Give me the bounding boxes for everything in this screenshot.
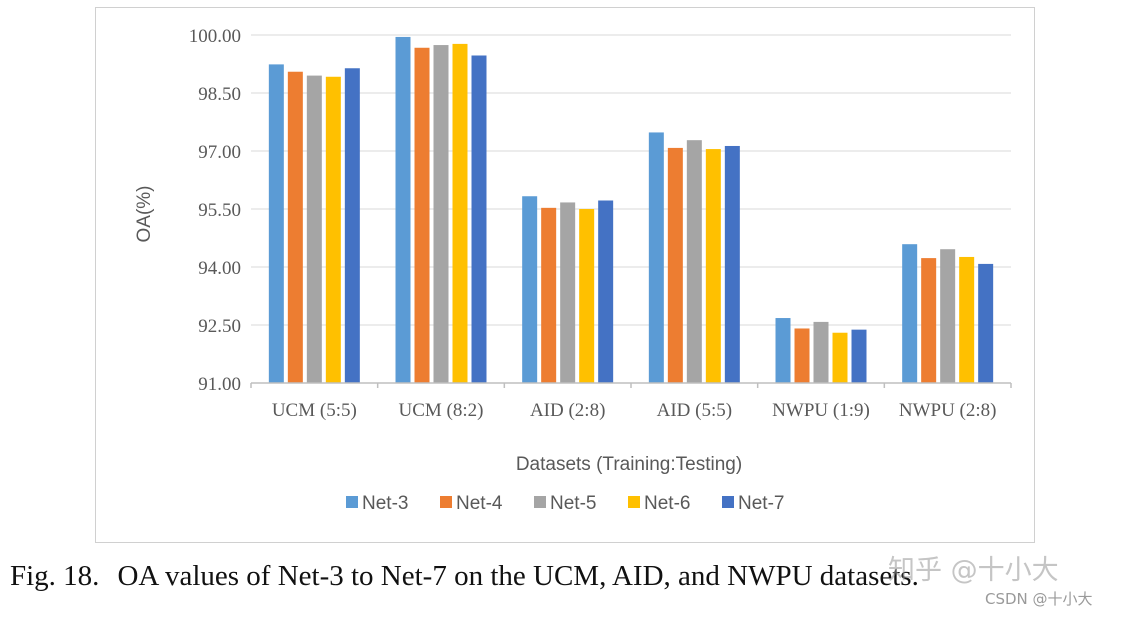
legend-swatch: [346, 496, 358, 508]
y-tick-label: 98.50: [198, 84, 241, 105]
bar-net-5: [813, 321, 829, 383]
caption-text: OA values of Net-3 to Net-7 on the UCM, …: [117, 560, 919, 592]
bar-net-6: [959, 256, 975, 383]
bar-net-3: [775, 318, 791, 383]
x-axis-label: Datasets (Training:Testing): [516, 454, 742, 475]
legend-label: Net-4: [456, 493, 503, 514]
y-axis-label: OA(%): [134, 186, 155, 243]
bar-net-4: [921, 258, 937, 383]
bar-net-6: [579, 209, 595, 383]
bar-net-4: [794, 328, 810, 383]
bar-net-7: [978, 263, 994, 383]
bar-net-4: [541, 207, 557, 383]
bar-net-7: [724, 145, 740, 383]
x-tick-label: AID (5:5): [657, 400, 732, 421]
bar-net-3: [395, 36, 411, 383]
legend-label: Net-7: [738, 493, 784, 514]
bar-net-3: [648, 132, 664, 383]
bar-net-7: [471, 55, 487, 383]
bar-net-4: [287, 71, 303, 383]
bar-net-7: [598, 200, 614, 383]
y-tick-label: 91.00: [198, 374, 241, 395]
bar-net-4: [667, 147, 683, 383]
y-tick-label: 97.00: [198, 142, 241, 163]
chart-container: 91.00 92.50 94.00 95.50 97.00 98.50 100.00 UCM …: [95, 7, 1035, 543]
bar-net-3: [522, 196, 538, 383]
x-tick-label: AID (2:8): [530, 400, 605, 421]
y-tick-label: 100.00: [189, 26, 241, 47]
x-tick-label: UCM (8:2): [399, 400, 484, 421]
y-tick-label: 92.50: [198, 316, 241, 337]
bar-net-6: [325, 76, 341, 383]
legend-label: Net-6: [644, 493, 690, 514]
bar-net-5: [686, 140, 702, 383]
bar-net-5: [433, 45, 449, 383]
bar-net-5: [306, 75, 322, 383]
bar-net-6: [705, 149, 721, 383]
bar-net-3: [902, 244, 918, 383]
watermark-zhihu: 知乎 @十小大: [888, 555, 1059, 586]
legend-label: Net-3: [362, 493, 408, 514]
bar-net-5: [560, 202, 576, 383]
bar-net-6: [452, 43, 468, 383]
watermark-csdn: CSDN @十小大: [985, 590, 1093, 608]
legend-swatch: [628, 496, 640, 508]
legend-swatch: [440, 496, 452, 508]
bar-net-7: [851, 329, 867, 383]
bar-net-5: [940, 249, 956, 383]
x-tick-label: NWPU (2:8): [899, 400, 997, 421]
legend-swatch: [534, 496, 546, 508]
y-tick-label: 95.50: [198, 200, 241, 221]
x-tick-label: UCM (5:5): [272, 400, 357, 421]
x-tick-label: NWPU (1:9): [772, 400, 870, 421]
bar-net-4: [414, 47, 430, 383]
bar-chart: 91.00 92.50 94.00 95.50 97.00 98.50 100.00 UCM …: [134, 26, 1012, 514]
y-tick-label: 94.00: [198, 258, 241, 279]
bar-net-6: [832, 332, 848, 383]
legend-swatch: [722, 496, 734, 508]
legend: Net-3 Net-4 Net-5 Net-6 Net-7: [346, 493, 784, 514]
bars: [268, 36, 994, 384]
bar-net-3: [268, 64, 284, 384]
legend-label: Net-5: [550, 493, 596, 514]
figure-caption: Fig. 18. OA values of Net-3 to Net-7 on t…: [10, 560, 919, 593]
axes: 91.00 92.50 94.00 95.50 97.00 98.50 100.00 UCM …: [189, 26, 1012, 421]
figure-label: Fig. 18.: [10, 560, 100, 592]
gridlines: [251, 34, 1011, 326]
bar-net-7: [344, 68, 360, 384]
